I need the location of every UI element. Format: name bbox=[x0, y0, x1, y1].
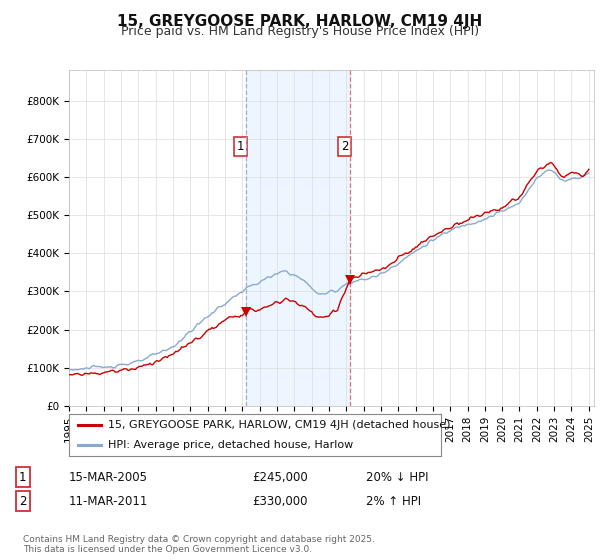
Text: Contains HM Land Registry data © Crown copyright and database right 2025.
This d: Contains HM Land Registry data © Crown c… bbox=[23, 535, 374, 554]
Text: HPI: Average price, detached house, Harlow: HPI: Average price, detached house, Harl… bbox=[108, 440, 353, 450]
Text: 15, GREYGOOSE PARK, HARLOW, CM19 4JH: 15, GREYGOOSE PARK, HARLOW, CM19 4JH bbox=[118, 14, 482, 29]
Text: £330,000: £330,000 bbox=[252, 494, 308, 508]
Text: 15, GREYGOOSE PARK, HARLOW, CM19 4JH (detached house): 15, GREYGOOSE PARK, HARLOW, CM19 4JH (de… bbox=[108, 421, 451, 430]
Text: 1: 1 bbox=[237, 140, 244, 153]
Text: 2% ↑ HPI: 2% ↑ HPI bbox=[366, 494, 421, 508]
Text: 20% ↓ HPI: 20% ↓ HPI bbox=[366, 470, 428, 484]
Bar bbox=[246, 70, 350, 406]
Text: 15-MAR-2005: 15-MAR-2005 bbox=[69, 470, 148, 484]
Text: 2: 2 bbox=[19, 494, 26, 508]
Text: £245,000: £245,000 bbox=[252, 470, 308, 484]
Text: 2: 2 bbox=[341, 140, 348, 153]
Text: Price paid vs. HM Land Registry's House Price Index (HPI): Price paid vs. HM Land Registry's House … bbox=[121, 25, 479, 38]
Text: 11-MAR-2011: 11-MAR-2011 bbox=[69, 494, 148, 508]
Text: 1: 1 bbox=[19, 470, 26, 484]
